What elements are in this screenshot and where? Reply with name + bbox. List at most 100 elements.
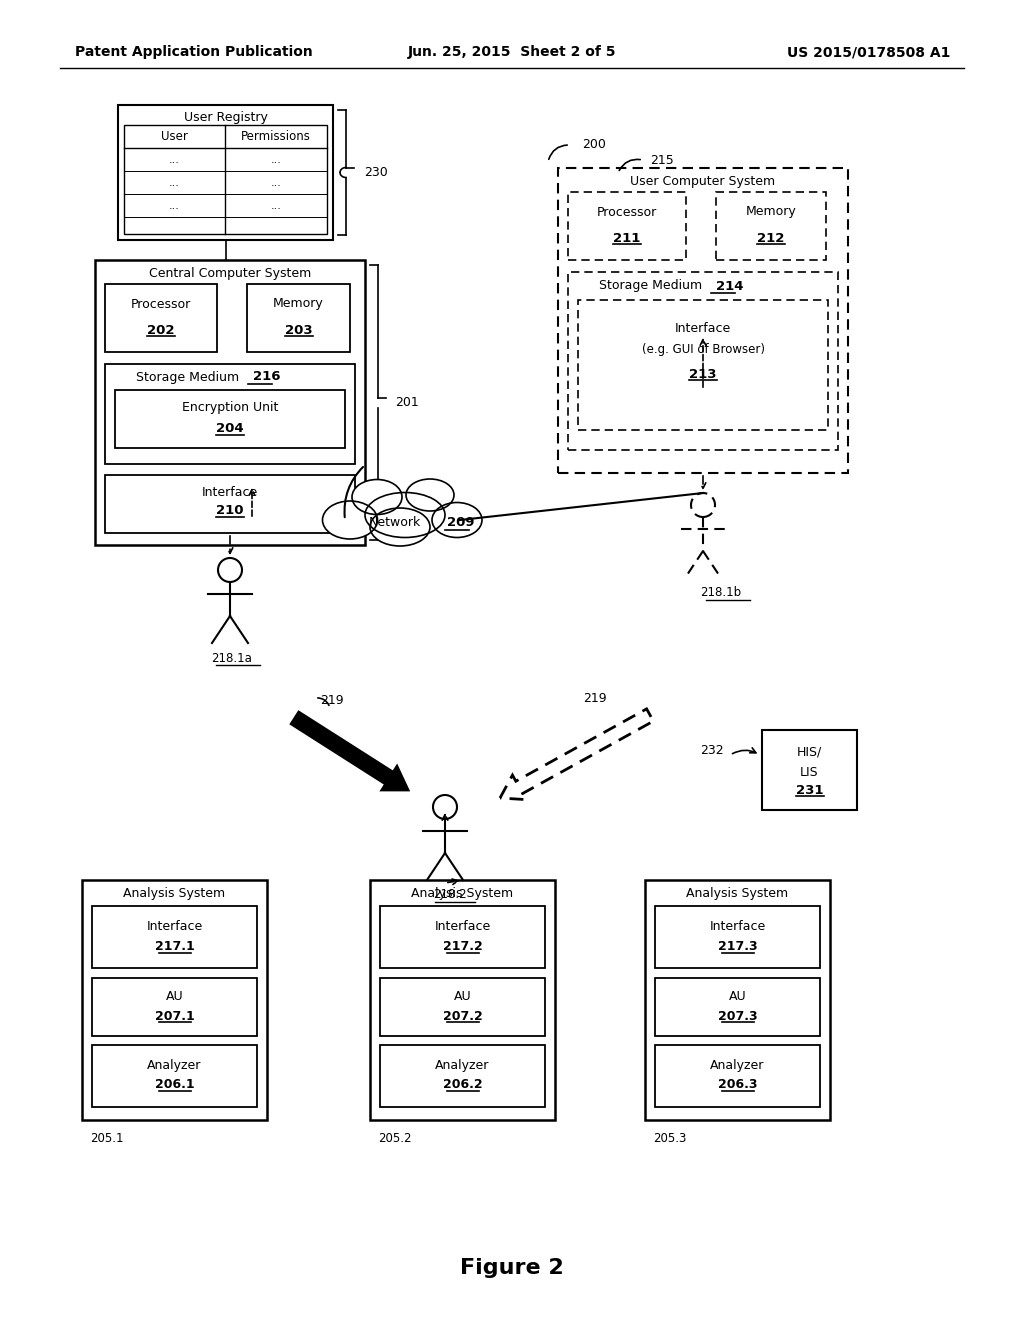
- Text: 218.1a: 218.1a: [212, 652, 253, 664]
- Text: 205.2: 205.2: [378, 1131, 412, 1144]
- Text: 218.2: 218.2: [433, 888, 467, 902]
- Text: Processor: Processor: [131, 297, 191, 310]
- Bar: [105, 364, 355, 465]
- Text: 206.3: 206.3: [718, 1078, 758, 1092]
- Text: 216: 216: [253, 371, 281, 384]
- Text: 213: 213: [689, 367, 717, 380]
- Text: Storage Medium: Storage Medium: [136, 371, 244, 384]
- Text: 207.3: 207.3: [718, 1010, 758, 1023]
- Text: 218.1b: 218.1b: [700, 586, 741, 599]
- Text: Interface: Interface: [146, 920, 203, 932]
- Text: 219: 219: [319, 693, 344, 706]
- Ellipse shape: [432, 503, 482, 537]
- Text: ...: ...: [270, 154, 282, 165]
- Bar: [92, 1045, 257, 1107]
- Text: 202: 202: [147, 323, 175, 337]
- Bar: [124, 125, 327, 234]
- Bar: [716, 191, 826, 260]
- Ellipse shape: [323, 502, 378, 539]
- Text: 207.1: 207.1: [155, 1010, 195, 1023]
- Text: 207.2: 207.2: [442, 1010, 482, 1023]
- Text: 206.2: 206.2: [442, 1078, 482, 1092]
- Text: Interface: Interface: [434, 920, 490, 932]
- Text: Memory: Memory: [273, 297, 324, 310]
- Text: Figure 2: Figure 2: [460, 1258, 564, 1278]
- Bar: [380, 906, 545, 968]
- Text: Interface: Interface: [710, 920, 766, 932]
- Text: HIS/: HIS/: [797, 746, 822, 759]
- Text: Jun. 25, 2015  Sheet 2 of 5: Jun. 25, 2015 Sheet 2 of 5: [408, 45, 616, 59]
- Bar: [92, 906, 257, 968]
- Ellipse shape: [406, 479, 454, 511]
- Text: 217.3: 217.3: [718, 940, 758, 953]
- Text: 204: 204: [216, 422, 244, 436]
- Bar: [655, 978, 820, 1036]
- Text: (e.g. GUI of Browser): (e.g. GUI of Browser): [641, 343, 765, 356]
- Text: 219: 219: [584, 692, 607, 705]
- FancyArrow shape: [291, 711, 408, 789]
- Text: ...: ...: [169, 201, 180, 211]
- Text: Analysis System: Analysis System: [412, 887, 514, 900]
- Text: Analyzer: Analyzer: [711, 1059, 765, 1072]
- Text: Central Computer System: Central Computer System: [148, 267, 311, 280]
- Bar: [380, 978, 545, 1036]
- Text: 212: 212: [758, 231, 784, 244]
- Text: User: User: [161, 131, 188, 144]
- Bar: [105, 475, 355, 533]
- Bar: [762, 730, 857, 810]
- Text: ...: ...: [169, 154, 180, 165]
- Ellipse shape: [365, 492, 445, 537]
- Text: AU: AU: [454, 990, 471, 1002]
- Text: 232: 232: [700, 743, 724, 756]
- Text: LIS: LIS: [800, 766, 819, 779]
- Text: Processor: Processor: [597, 206, 657, 219]
- Bar: [558, 168, 848, 473]
- Text: Analyzer: Analyzer: [435, 1059, 489, 1072]
- Text: User Registry: User Registry: [183, 111, 267, 124]
- Bar: [578, 300, 828, 430]
- Text: 206.1: 206.1: [155, 1078, 195, 1092]
- Text: Permissions: Permissions: [241, 131, 311, 144]
- Text: AU: AU: [166, 990, 183, 1002]
- Bar: [118, 106, 333, 240]
- Text: 201: 201: [395, 396, 419, 409]
- Text: User Computer System: User Computer System: [631, 176, 775, 189]
- Text: ...: ...: [169, 178, 180, 187]
- Bar: [82, 880, 267, 1119]
- Text: 211: 211: [613, 231, 641, 244]
- Bar: [568, 272, 838, 450]
- Text: Memory: Memory: [745, 206, 797, 219]
- Bar: [115, 389, 345, 447]
- Text: Storage Medium: Storage Medium: [599, 280, 707, 293]
- Bar: [645, 880, 830, 1119]
- Bar: [380, 1045, 545, 1107]
- Ellipse shape: [370, 508, 430, 546]
- Bar: [370, 880, 555, 1119]
- Text: 230: 230: [364, 166, 388, 180]
- Text: 205.1: 205.1: [90, 1131, 124, 1144]
- Text: Analyzer: Analyzer: [147, 1059, 202, 1072]
- Text: 205.3: 205.3: [653, 1131, 686, 1144]
- Text: US 2015/0178508 A1: US 2015/0178508 A1: [786, 45, 950, 59]
- Text: 231: 231: [796, 784, 823, 796]
- Text: ...: ...: [270, 178, 282, 187]
- Text: 210: 210: [216, 504, 244, 517]
- Bar: [568, 191, 686, 260]
- Ellipse shape: [352, 479, 402, 515]
- Text: 217.1: 217.1: [155, 940, 195, 953]
- Text: 209: 209: [447, 516, 474, 529]
- Text: ...: ...: [270, 201, 282, 211]
- Bar: [95, 260, 365, 545]
- Text: 200: 200: [582, 139, 606, 152]
- Bar: [92, 978, 257, 1036]
- Text: Interface: Interface: [675, 322, 731, 334]
- Bar: [105, 284, 217, 352]
- Text: Encryption Unit: Encryption Unit: [182, 401, 279, 414]
- Text: 214: 214: [716, 280, 743, 293]
- Text: Analysis System: Analysis System: [124, 887, 225, 900]
- Bar: [655, 1045, 820, 1107]
- Bar: [655, 906, 820, 968]
- Bar: [247, 284, 350, 352]
- Text: Interface: Interface: [202, 487, 258, 499]
- Text: AU: AU: [729, 990, 746, 1002]
